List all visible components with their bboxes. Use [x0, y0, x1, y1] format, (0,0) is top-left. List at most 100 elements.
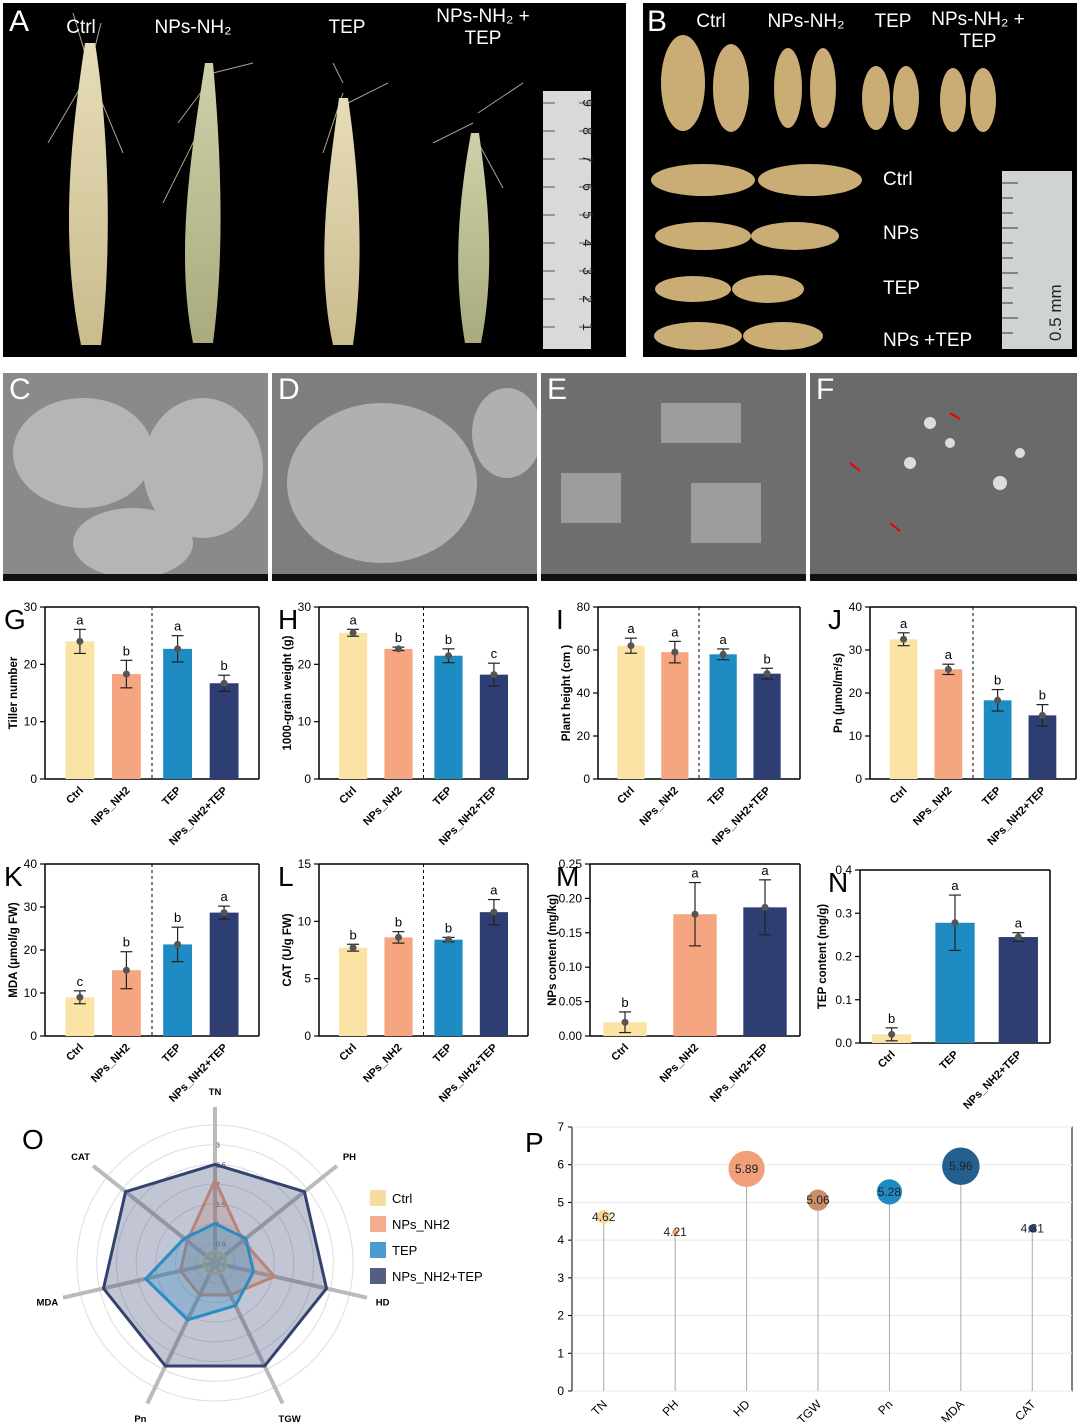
- x-tick-label: HD: [731, 1397, 753, 1419]
- tem-texture-d: [287, 388, 537, 563]
- tem-texture-f: [849, 412, 1025, 532]
- panel-letter-b: B: [647, 5, 668, 38]
- panel-letter-a: A: [9, 5, 30, 38]
- data-point: [490, 671, 498, 679]
- chart-panel-p: P 0 1 2 3 4 5 6 7 4.62 TN 4.21 PH 5.89 HD 5.06 TGW 5.28 Pn…: [525, 1120, 1073, 1422]
- bar-nps-nh2: [111, 674, 141, 779]
- label-b-nps: NPs-NH₂: [767, 11, 845, 32]
- panel-letter-c: C: [9, 373, 31, 406]
- x-tick-label: TEP: [706, 785, 730, 809]
- legend-swatch: [370, 1190, 386, 1206]
- tem-panel-f: F: [810, 373, 1077, 581]
- x-tick-label: PH: [660, 1397, 682, 1419]
- label-a-nps: NPs-NH₂: [154, 17, 232, 38]
- photo-panel-b: 0.5 mm B Ctrl NPs-NH₂ TEP NPs-NH₂ + TEP …: [643, 3, 1077, 357]
- x-tick-label: NPs_NH2: [361, 785, 405, 829]
- wheat-spikes-illustration: 9 8 7 6 5 4 3 2 1: [47, 12, 596, 349]
- y-tick-label: 0.1: [835, 993, 852, 1007]
- bar-ctrl: [338, 947, 368, 1036]
- y-axis-label: TEP content (mg/g): [817, 904, 829, 1009]
- significance-letter: a: [627, 621, 635, 636]
- x-tick-label: TGW: [794, 1397, 824, 1422]
- radar-tick-label: 1.5: [216, 1202, 226, 1209]
- y-axis-label: Pn (μmol/m²/s): [833, 653, 845, 733]
- x-tick-label: Pn: [875, 1397, 895, 1417]
- bar-ctrl: [617, 645, 645, 779]
- y-tick-label: 30: [24, 900, 38, 914]
- data-label: 5.96: [949, 1159, 973, 1173]
- bar-ctrl: [338, 632, 368, 779]
- panel-letter-l: L: [278, 861, 294, 892]
- significance-letter: a: [174, 619, 182, 634]
- radar-axis-label: HD: [376, 1297, 390, 1308]
- chart-panel-h: H 0 10 20 30 1000-grain weight (g) a Ctrl b NPs_N…: [278, 600, 529, 848]
- data-point: [349, 944, 357, 952]
- label-b-tep: TEP: [874, 11, 912, 32]
- x-tick-label: TEP: [160, 1042, 184, 1066]
- data-label: 5.06: [806, 1193, 830, 1207]
- lollipop-bubble: [597, 1210, 611, 1224]
- row-label-combo: NPs +TEP: [883, 330, 973, 351]
- scale-label: 0.5 mm: [1046, 284, 1065, 341]
- data-point: [1014, 933, 1022, 941]
- label-b-combo: NPs-NH₂ + TEP: [931, 9, 1025, 52]
- significance-letter: b: [349, 927, 356, 942]
- y-tick-label: 20: [577, 729, 591, 743]
- y-tick-label: 0: [304, 1029, 311, 1043]
- y-tick-label: 10: [24, 715, 38, 729]
- legend-label: TEP: [392, 1243, 417, 1258]
- panel-letter-d: D: [278, 373, 300, 406]
- data-point: [220, 679, 228, 687]
- y-tick-label: 0: [557, 1384, 564, 1398]
- radar-series-tep: [143, 1221, 255, 1322]
- bar-ctrl: [65, 641, 95, 779]
- y-axis-label: CAT (U/g FW): [282, 913, 294, 986]
- tem-panel-d: D: [272, 373, 537, 581]
- data-point: [671, 648, 679, 656]
- svg-text:3: 3: [580, 267, 596, 275]
- x-tick-label: Ctrl: [337, 785, 359, 807]
- y-tick-label: 30: [849, 643, 863, 657]
- radar-axis-label: CAT: [71, 1152, 90, 1163]
- y-tick-label: 60: [577, 643, 591, 657]
- radar-tick-label: 3: [216, 1143, 220, 1150]
- y-tick-label: 0.4: [835, 863, 852, 877]
- x-tick-label: NPs_NH2: [89, 785, 133, 829]
- x-tick-label: TN: [589, 1397, 610, 1418]
- plot-frame: [571, 1126, 1073, 1392]
- significance-letter: a: [1015, 916, 1023, 931]
- label-a-ctrl: Ctrl: [66, 17, 96, 38]
- x-tick-label: TEP: [937, 1049, 961, 1073]
- bar-tep: [434, 939, 463, 1036]
- y-tick-label: 15: [298, 857, 312, 871]
- x-tick-label: TEP: [980, 785, 1004, 809]
- lollipop-bubble: [942, 1147, 980, 1185]
- bar-nps-nh2-tep: [209, 683, 239, 779]
- lollipop-bubble: [876, 1179, 903, 1205]
- data-point: [349, 629, 357, 637]
- data-point: [951, 919, 959, 927]
- data-label: 5.89: [735, 1162, 759, 1176]
- y-tick-label: 0: [583, 772, 590, 786]
- significance-letter: b: [220, 658, 227, 673]
- y-tick-label: 4: [557, 1233, 564, 1247]
- x-tick-label: CAT: [1012, 1397, 1039, 1422]
- data-point: [1038, 711, 1046, 719]
- legend-swatch: [370, 1268, 386, 1284]
- wheat-grains-illustration: 0.5 mm: [651, 35, 1072, 350]
- data-point: [174, 940, 182, 948]
- row-label-tep: TEP: [883, 278, 920, 299]
- y-tick-label: 0.05: [559, 995, 583, 1009]
- significance-letter: a: [220, 889, 228, 904]
- panel-letter-e: E: [547, 373, 568, 406]
- chart-panel-j: J 0 10 20 30 40 Pn (μmol/m²/s) a Ctrl a NPs_NH2 b TE…: [828, 600, 1077, 848]
- significance-letter: b: [621, 995, 628, 1010]
- y-tick-label: 0.3: [835, 906, 852, 920]
- data-point: [76, 637, 84, 645]
- svg-text:1: 1: [580, 323, 596, 331]
- y-tick-label: 10: [298, 715, 312, 729]
- chart-panel-n: N 0.0 0.1 0.2 0.3 0.4 TEP content (mg/g) b Ctrl a…: [817, 863, 1051, 1112]
- y-tick-label: 0.00: [559, 1029, 583, 1043]
- svg-text:4: 4: [580, 239, 596, 247]
- y-tick-label: 2: [557, 1309, 564, 1323]
